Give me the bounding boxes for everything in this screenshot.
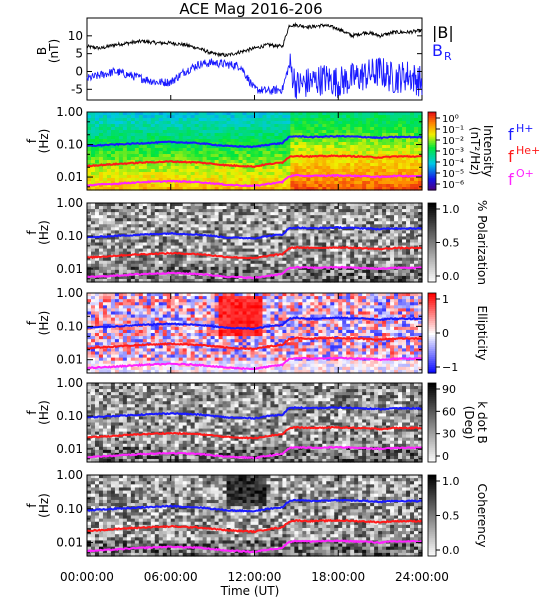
x-tick-label: 06:00:00 [144,570,198,584]
y-tick-label: 0.01 [56,536,83,550]
colorbar-label: Coherency [475,483,489,547]
y-axis-label: f [25,230,39,235]
y-tick-label: 0.01 [56,442,83,456]
y-tick-label: 0 [75,64,83,78]
colorbar-tick-label: 0 [442,450,449,463]
y-tick-label: 0.10 [56,409,83,423]
colorbar-power-spectrum [427,111,437,191]
colorbar-label: Intensity [481,125,495,177]
legend-ion-label: O+ [516,167,534,180]
colorbar-label: Ellipticity [475,306,489,361]
y-tick-label: 1.00 [56,376,83,390]
gyrofrequency-h-plus-line [87,316,423,331]
colorbar-tick-label: −1 [442,361,458,374]
legend-b-magnitude: |B| [432,23,454,42]
colorbar-tick-label: 0.5 [442,237,460,250]
legend-ion-label: He+ [516,144,540,157]
gyrofrequency-h-plus-line [86,134,423,149]
x-tick-label: 18:00:00 [311,570,365,584]
y-tick-label: 0.01 [56,353,83,367]
y-tick-label: 5 [75,47,83,61]
gyrofrequency-he-plus-line [86,154,423,168]
colorbar-tick-label: 1 [442,293,449,306]
colorbar-tick-label: 60 [442,405,456,418]
y-axis-unit: (nT) [47,39,61,63]
y-tick-label: 0.10 [56,138,83,152]
y-tick-label: 1.00 [56,196,83,210]
b-radial-line [86,53,423,99]
gyrofrequency-h-plus-line [86,498,423,513]
y-axis-label: f [25,138,39,143]
gyrofrequency-he-plus-line [86,518,423,534]
y-tick-label: 1.00 [56,468,83,482]
colorbar-tick-label: 0.0 [442,544,460,557]
y-tick-label: 0.01 [56,170,83,184]
y-tick-label: -5 [71,82,83,96]
y-tick-label: 0.10 [56,502,83,516]
x-tick-label: 24:00:00 [395,570,449,584]
spectrogram-ellipticity [87,293,423,374]
y-axis-label: f [25,503,39,508]
gyrofrequency-h-plus-line [86,405,422,420]
chart-title: ACE Mag 2016-206 [179,0,322,18]
colorbar-tick-label: 10⁻⁶ [442,180,464,191]
colorbar-tick-label: 10⁻⁵ [442,169,464,180]
y-tick-label: 1.00 [56,286,83,300]
gyrofrequency-h-plus-line [86,225,423,240]
colorbar-polarization [427,202,437,283]
legend-b-radial: B [432,41,443,60]
colorbar-tick-label: 0.5 [442,510,460,523]
y-axis-label: f [25,320,39,325]
y-tick-label: 10 [68,29,83,43]
colorbar-tick-label: 1.0 [442,203,460,216]
y-tick-label: 1.00 [56,105,83,119]
colorbar-label: % Polarization [475,200,489,285]
colorbar-tick-label: 10⁻⁴ [442,158,464,169]
y-tick-label: 0.10 [56,319,83,333]
colorbar-tick-label: 10⁻² [442,136,464,147]
y-tick-label: 0.10 [56,229,83,243]
gyrofrequency-he-plus-line [86,245,423,260]
colorbar-k-dot-b [427,382,437,463]
y-axis-label: B [35,47,49,55]
legend-f-label: f [508,147,514,166]
legend-ion-label: H+ [516,122,534,135]
colorbar-tick-label: 10⁻¹ [442,125,464,136]
spectrogram-k-dot-b [87,383,423,463]
colorbar-label: k dot B [475,401,489,443]
y-axis-label: f [25,410,39,415]
y-axis-unit: (Hz) [37,129,51,154]
gyrofrequency-he-plus-line [86,336,423,351]
y-axis-unit: (Hz) [37,220,51,245]
legend-f-label: f [508,170,514,189]
spectrogram-coherency [87,475,423,557]
y-axis-unit: (Hz) [37,493,51,518]
spectrogram-power-spectrum [87,112,423,191]
colorbar-ellipticity [427,292,437,374]
y-axis-unit: (Hz) [37,311,51,336]
colorbar-unit: (nT²/Hz) [468,127,482,175]
colorbar-tick-label: 30 [442,428,456,441]
colorbar-tick-label: 0.0 [442,270,460,283]
y-axis-unit: (Hz) [37,400,51,425]
x-axis-label: Time (UT) [220,584,280,598]
colorbar-tick-label: 0 [442,327,449,340]
colorbar-unit: (Deg) [462,406,476,440]
gyrofrequency-he-plus-line [87,425,423,440]
colorbar-coherency [427,474,437,557]
y-tick-label: 0.01 [56,262,83,276]
legend-f-label: f [508,125,514,144]
colorbar-tick-label: 10⁻³ [442,147,464,158]
spectrogram-polarization [87,203,423,283]
b-magnitude-line [86,21,423,58]
colorbar-tick-label: 1.0 [442,475,460,488]
colorbar-tick-label: 10⁰ [442,114,459,125]
x-tick-label: 00:00:00 [60,570,114,584]
x-tick-label: 12:00:00 [228,570,282,584]
colorbar-tick-label: 90 [442,383,456,396]
legend-b-radial-sub: R [444,50,452,63]
